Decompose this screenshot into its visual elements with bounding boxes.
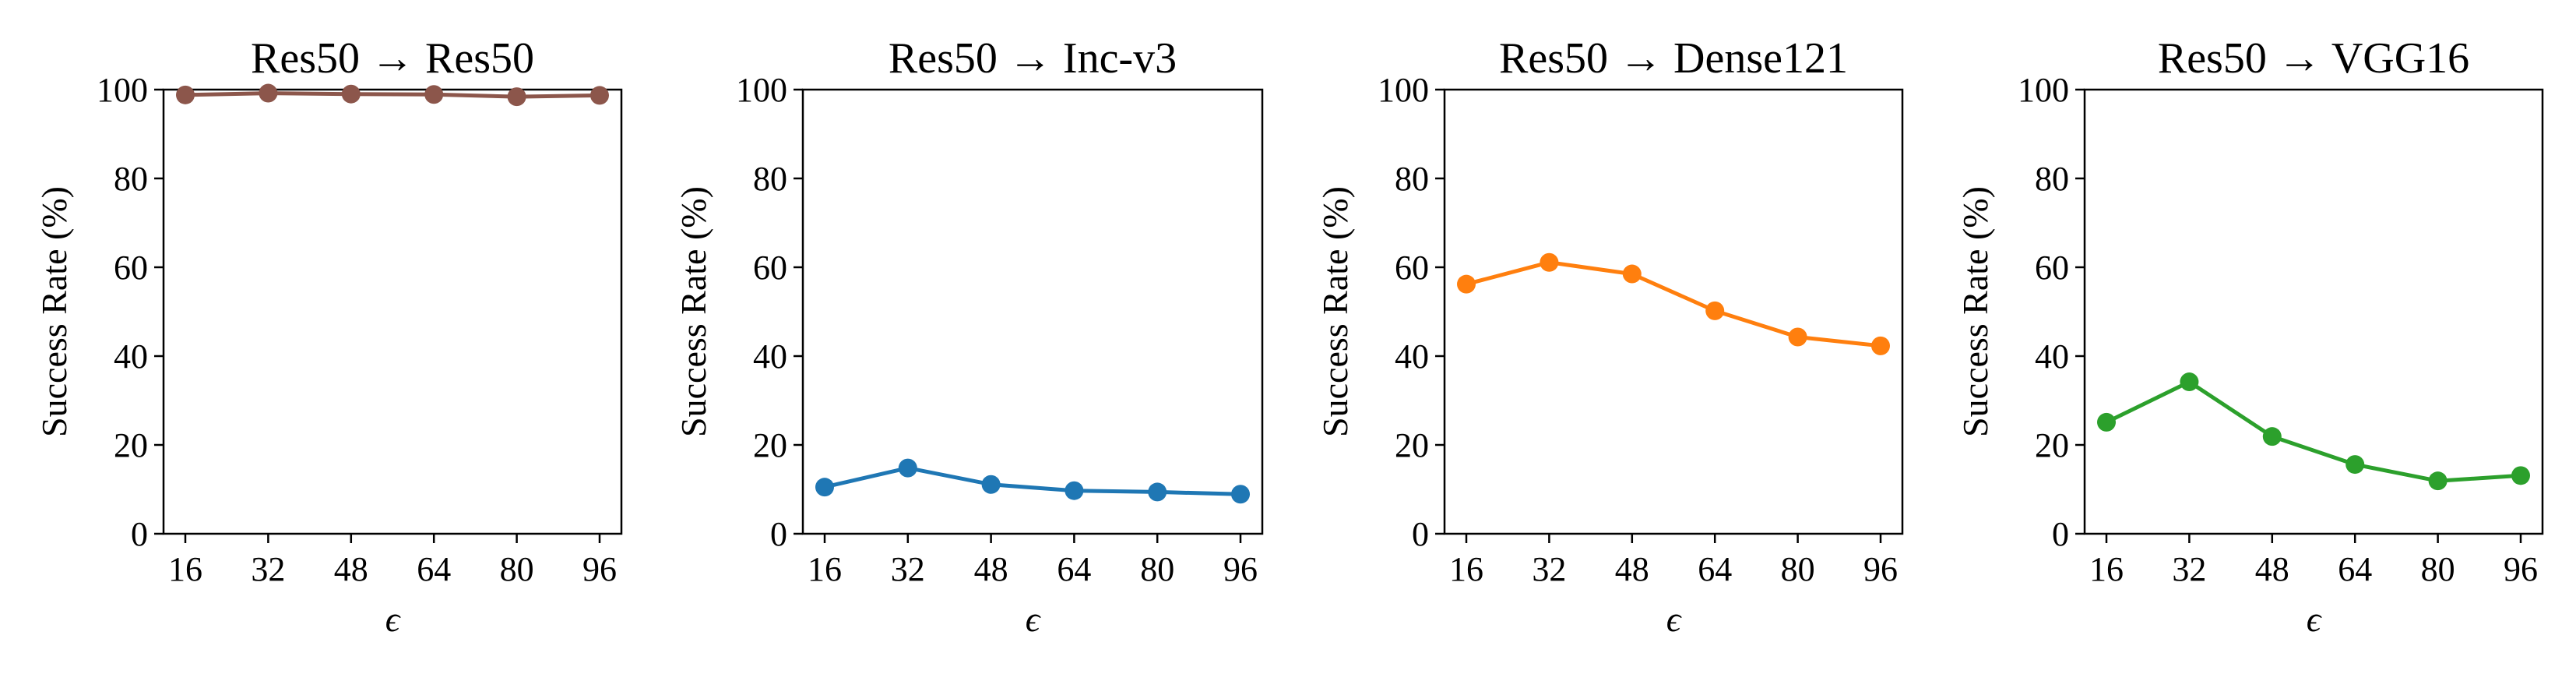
- x-tick-label: 80: [1781, 550, 1815, 588]
- axes-frame: [162, 88, 623, 535]
- y-tick-label: 20: [1395, 426, 1429, 464]
- x-tick-label: 48: [2255, 550, 2289, 588]
- y-tick-label: 20: [114, 426, 148, 464]
- chart-panel-3: 0 20 40 60 80 100 16 32 48 64 80 96 Res50 → Dense121…: [1315, 34, 1904, 639]
- data-point: [1231, 485, 1250, 504]
- x-axis-label: ϵ: [1666, 599, 1683, 639]
- y-axis-label: Success Rate (%): [1315, 186, 1355, 437]
- chart-title: Res50 → Res50: [251, 34, 534, 83]
- y-tick-label: 20: [753, 426, 787, 464]
- series-line: [824, 466, 1241, 496]
- data-point: [1065, 481, 1084, 500]
- y-tick-label: 40: [114, 337, 148, 376]
- y-tick-label: 100: [97, 71, 148, 109]
- data-point: [2262, 427, 2282, 446]
- y-tick-label: 100: [2018, 71, 2069, 109]
- data-point: [2097, 412, 2116, 432]
- y-tick-label: 100: [736, 71, 787, 109]
- data-point: [341, 84, 361, 104]
- y-tick-label: 40: [2035, 337, 2069, 376]
- data-point: [259, 83, 278, 103]
- y-tick-label: 0: [770, 515, 787, 553]
- y-tick-label: 0: [131, 515, 148, 553]
- data-point: [176, 85, 195, 104]
- y-tick-label: 100: [1378, 71, 1429, 109]
- x-tick-label: 64: [1698, 550, 1732, 588]
- data-point: [1788, 327, 1807, 347]
- chart-title: Res50 → Dense121: [1499, 34, 1848, 83]
- y-tick-label: 60: [114, 249, 148, 287]
- y-tick-label: 80: [753, 160, 787, 198]
- x-tick-label: 16: [808, 550, 842, 588]
- x-tick-label: 64: [1057, 550, 1091, 588]
- y-axis-label: Success Rate (%): [34, 186, 74, 437]
- x-tick-label: 80: [500, 550, 534, 588]
- y-tick-label: 0: [1412, 515, 1429, 553]
- data-point: [2511, 466, 2530, 485]
- data-point: [2180, 372, 2199, 392]
- x-axis-label: ϵ: [2307, 599, 2323, 639]
- data-point: [1622, 264, 1642, 284]
- data-point: [1148, 482, 1167, 502]
- y-tick-label: 40: [1395, 337, 1429, 376]
- y-tick-label: 60: [753, 249, 787, 287]
- x-tick-label: 16: [1449, 550, 1483, 588]
- y-tick-label: 80: [1395, 160, 1429, 198]
- chart-title: Res50 → Inc-v3: [889, 34, 1177, 83]
- x-tick-label: 64: [417, 550, 451, 588]
- axes-frame: [801, 88, 1264, 535]
- y-tick-label: 20: [2035, 426, 2069, 464]
- chart-panel-1: 0 20 40 60 80 100 16 32 48 64 80 96 Res50 → Res50 ϵ Su…: [34, 34, 623, 639]
- axes-frame: [1443, 88, 1904, 535]
- series-line: [1466, 260, 1881, 348]
- chart-panel-2: 0 20 40 60 80 100 16 32 48 64 80 96 Res50 → Inc-v3 ϵ S…: [674, 34, 1264, 639]
- y-tick-label: 80: [114, 160, 148, 198]
- x-tick-label: 48: [334, 550, 368, 588]
- data-point: [1871, 336, 1890, 355]
- x-tick-label: 48: [974, 550, 1008, 588]
- x-tick-label: 32: [2172, 550, 2206, 588]
- x-tick-label: 96: [2504, 550, 2538, 588]
- y-tick-label: 80: [2035, 160, 2069, 198]
- x-tick-label: 96: [582, 550, 617, 588]
- x-tick-label: 80: [1140, 550, 1174, 588]
- x-tick-label: 32: [891, 550, 925, 588]
- x-tick-label: 16: [2089, 550, 2124, 588]
- x-tick-label: 64: [2338, 550, 2372, 588]
- y-tick-label: 60: [1395, 249, 1429, 287]
- chart-title: Res50 → VGG16: [2158, 34, 2469, 83]
- y-tick-label: 0: [2052, 515, 2069, 553]
- series-line: [185, 91, 600, 99]
- data-point: [2345, 455, 2365, 475]
- x-tick-label: 48: [1615, 550, 1649, 588]
- data-point: [1705, 301, 1725, 320]
- y-tick-label: 40: [753, 337, 787, 376]
- x-tick-label: 16: [168, 550, 202, 588]
- x-axis-label: ϵ: [1026, 599, 1042, 639]
- data-point: [815, 478, 834, 497]
- axes-frame: [2083, 88, 2544, 535]
- data-point: [2428, 471, 2448, 491]
- x-tick-label: 32: [1532, 550, 1566, 588]
- series-line: [2105, 379, 2521, 483]
- y-axis-label: Success Rate (%): [1955, 186, 1995, 437]
- y-axis-label: Success Rate (%): [674, 186, 713, 437]
- data-point: [981, 475, 1001, 494]
- x-tick-label: 96: [1863, 550, 1898, 588]
- data-point: [1457, 274, 1476, 294]
- data-point: [1540, 252, 1559, 272]
- data-point: [424, 85, 444, 104]
- x-axis-label: ϵ: [385, 599, 402, 639]
- y-tick-label: 60: [2035, 249, 2069, 287]
- chart-panel-4: 0 20 40 60 80 100 16 32 48 64 80 96 Res50 → VGG16 ϵ Su…: [1955, 34, 2544, 639]
- x-tick-label: 80: [2421, 550, 2455, 588]
- x-tick-label: 96: [1223, 550, 1258, 588]
- data-point: [590, 86, 609, 105]
- data-point: [898, 458, 917, 478]
- data-point: [507, 87, 526, 107]
- x-tick-label: 32: [251, 550, 285, 588]
